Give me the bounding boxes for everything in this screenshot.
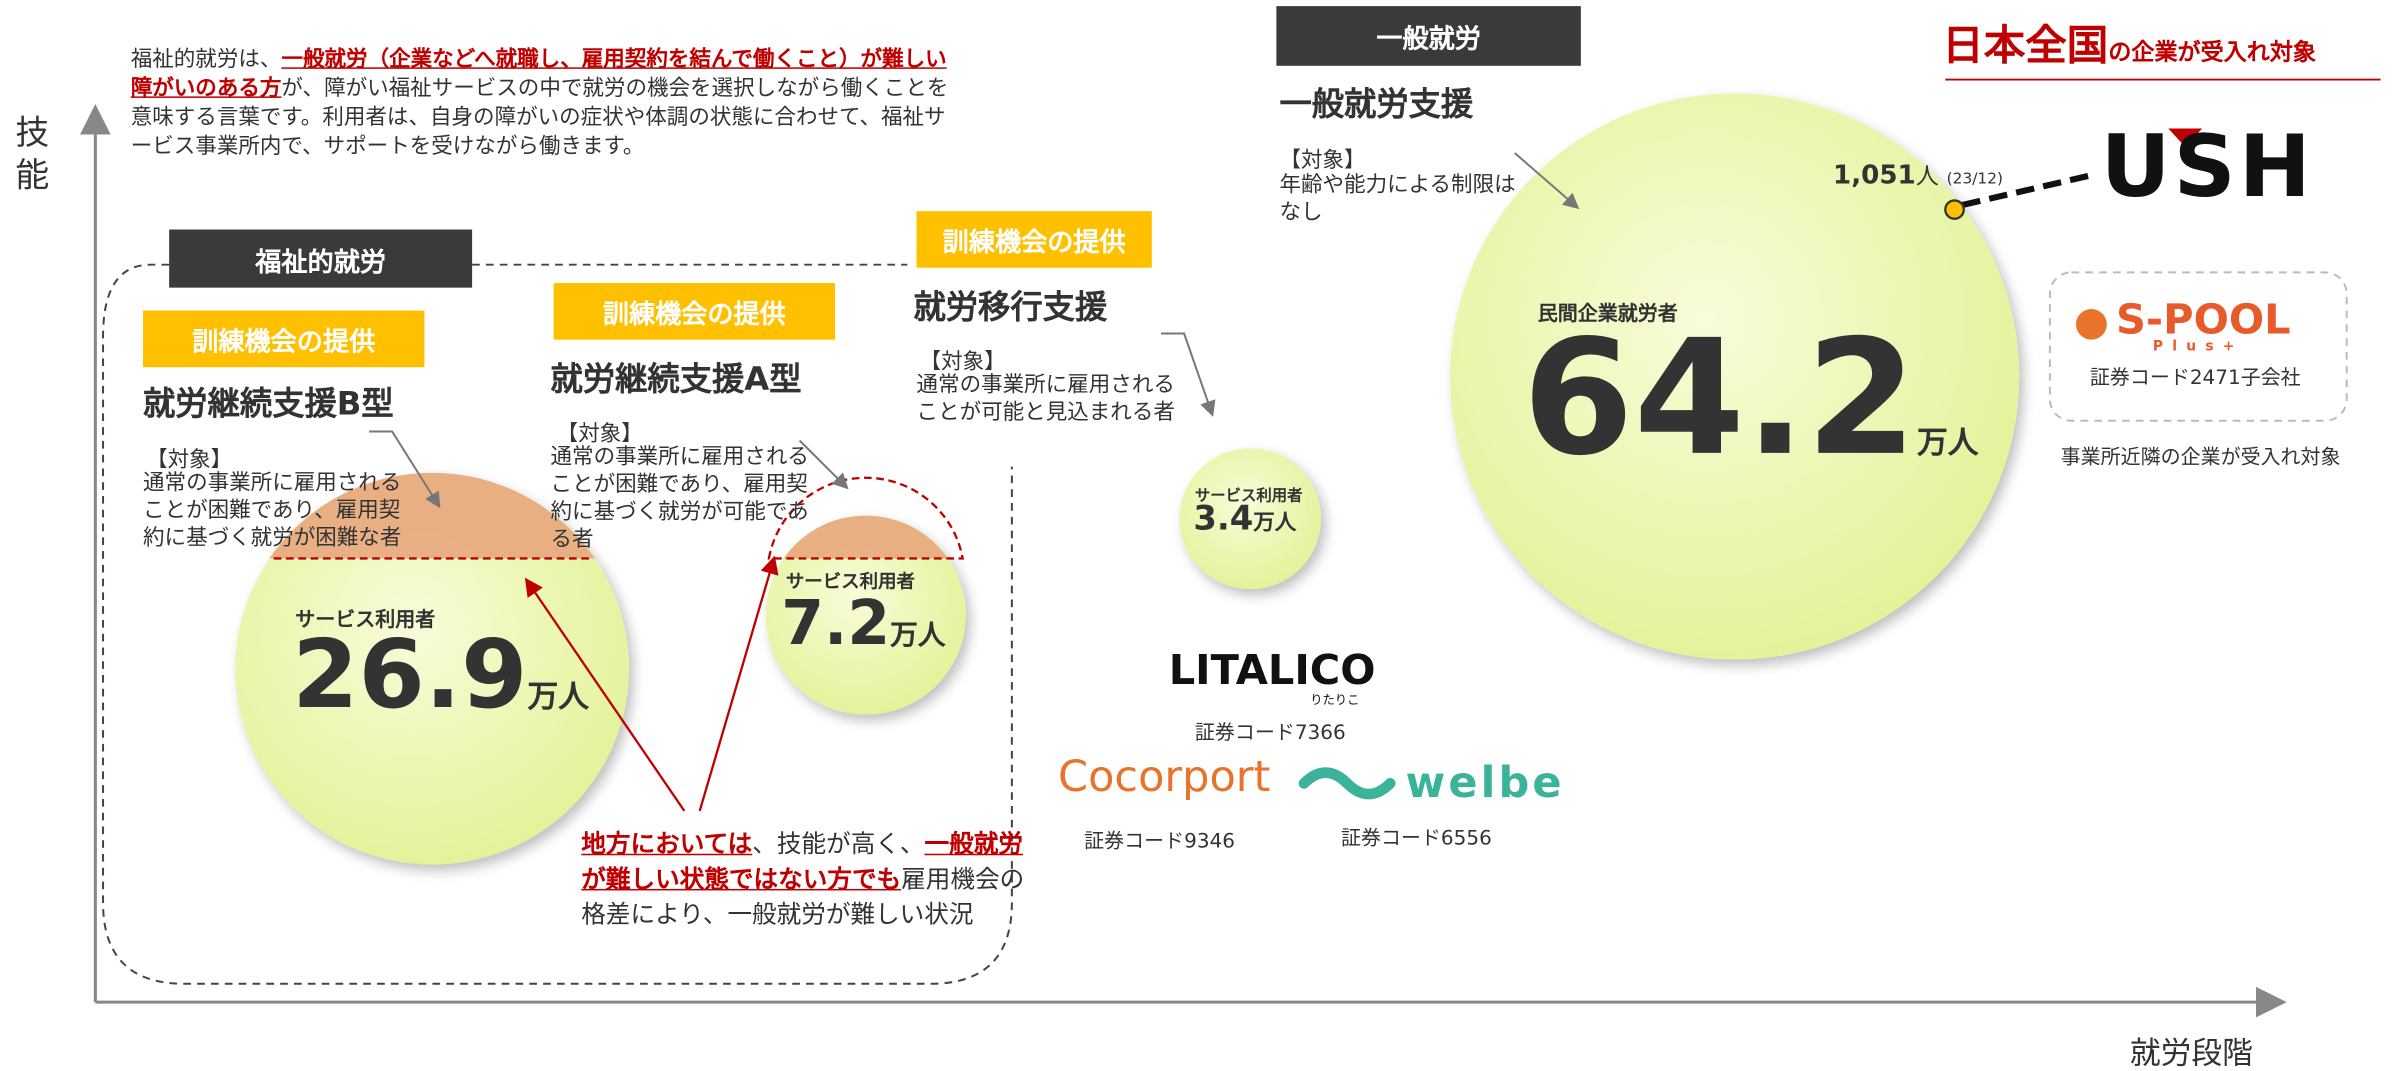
- heading: 日本全国の企業が受入れ対象: [1942, 12, 2316, 72]
- company-code: 証券コード9346: [1084, 830, 1235, 854]
- program-title: 一般就労支援: [1279, 85, 1474, 123]
- welfare-frame: [102, 263, 1013, 985]
- program-title: 就労継続支援A型: [550, 361, 802, 398]
- company-code: 証券コード7366: [1194, 722, 1346, 746]
- bubble-value: 64.2万人: [1522, 318, 1978, 477]
- target-label: 【対象】: [556, 422, 643, 447]
- unit: 万人: [527, 677, 589, 715]
- bubble-t: [1179, 448, 1321, 590]
- company-sub: りたりこ: [1310, 693, 1360, 707]
- intro: 福祉的就労は、一般就労（企業などへ就職し、雇用契約を結んで働くこと）が難しい障が…: [131, 46, 955, 162]
- company-code: 証券コード6556: [1340, 827, 1492, 851]
- note-highlight: 一般就労が難しい状態ではない方でも: [581, 829, 1023, 894]
- target-desc: 通常の事業所に雇用されることが困難であり、雇用契約に基づく就労が困難な者: [143, 471, 402, 551]
- target-desc: 通常の事業所に雇用されることが可能と見込まれる者: [916, 373, 1175, 426]
- value: 3.4: [1193, 500, 1254, 539]
- welbe-icon: [1298, 767, 1396, 800]
- spool-note: 事業所近隣の企業が受入れ対象: [2060, 446, 2341, 470]
- bubble-value: 3.4万人: [1193, 503, 1296, 537]
- arrow: [369, 430, 441, 509]
- badge: 訓練機会の提供: [553, 283, 836, 340]
- intro-text: が、障がい福祉サービスの中で就労の機会を選択しながら働くことを意味する言葉です。…: [130, 76, 949, 160]
- unit: 人: [1915, 162, 1939, 190]
- badge: 訓練機会の提供: [143, 310, 425, 368]
- heading-rest: の企業が受入れ対象: [2108, 38, 2316, 66]
- unit: 万人: [890, 619, 946, 652]
- badge: 一般就労: [1276, 6, 1581, 66]
- connector: [1961, 172, 2090, 209]
- value: 7.2: [781, 589, 891, 660]
- arrow: [798, 439, 849, 490]
- spool-icon: [2076, 309, 2107, 340]
- program-title: 就労移行支援: [913, 289, 1108, 326]
- bubble-label: 民間企業就労者: [1537, 302, 1678, 326]
- arrow: [1161, 332, 1216, 417]
- note-highlight: 地方においては: [581, 829, 753, 859]
- bubble-label: サービス利用者: [295, 608, 436, 632]
- cap-a: [783, 515, 948, 559]
- target-label: 【対象】: [1279, 148, 1366, 173]
- bubble-label: サービス利用者: [785, 570, 916, 593]
- red-arrow: [698, 555, 779, 812]
- target-label: 【対象】: [146, 448, 233, 473]
- bubble-g: [1450, 93, 2020, 660]
- intro-highlight: 一般就労（企業などへ就職し、雇用契約を結んで働くこと）が難しい障がいのある方: [130, 47, 947, 101]
- bubble-label: サービス利用者: [1194, 488, 1303, 505]
- spool-code: 証券コード2471子会社: [2089, 367, 2301, 391]
- target-desc: 年齢や能力による制限はなし: [1279, 172, 1516, 225]
- bubble-a: [765, 515, 966, 715]
- dot: [1944, 199, 1965, 220]
- spool-logo: S-POOL: [2116, 296, 2291, 345]
- cap-b: [269, 472, 595, 559]
- ush-count: 1,051人 (23/12): [1833, 159, 2004, 192]
- intro-text: 福祉的就労は、: [130, 47, 282, 72]
- ush-mark: [2168, 128, 2203, 147]
- value: 26.9: [292, 618, 528, 730]
- company-logo: welbe: [1405, 757, 1565, 808]
- y-axis-label: 技能: [15, 114, 50, 196]
- target-label: 【対象】: [919, 350, 1006, 375]
- red-arrow: [524, 577, 686, 812]
- unit: 万人: [1917, 423, 1979, 461]
- unit: 万人: [1253, 511, 1297, 536]
- program-title: 就労継続支援B型: [143, 385, 394, 423]
- company-logo: LITALICO: [1168, 647, 1376, 695]
- spool-sub: Plus+: [2152, 339, 2244, 355]
- bubble-b: [235, 472, 629, 865]
- welfare-label: 福祉的就労: [169, 229, 473, 288]
- heading-main: 日本全国: [1942, 22, 2109, 71]
- count: 1,051: [1833, 160, 1916, 192]
- note: 地方においては、技能が高く、一般就労が難しい状態ではない方でも雇用機会の格差によ…: [581, 826, 1030, 932]
- spool-frame: [2048, 271, 2348, 422]
- target-desc: 通常の事業所に雇用されることが困難であり、雇用契約に基づく就労が可能である者: [550, 445, 809, 553]
- cap-line: [767, 476, 965, 560]
- company-logo: Cocorport: [1058, 751, 1271, 802]
- bubble-value: 7.2万人: [781, 594, 945, 655]
- x-axis-label: 就労段階: [2129, 1034, 2253, 1071]
- ush-logo: USH: [2100, 117, 2314, 218]
- arrow: [1514, 152, 1580, 210]
- note-text: 雇用機会の格差により、一般就労が難しい状況: [581, 864, 1025, 929]
- badge: 訓練機会の提供: [916, 211, 1152, 268]
- value: 64.2: [1522, 304, 1918, 492]
- note-text: 、技能が高く、: [752, 829, 925, 859]
- bubble-value: 26.9万人: [292, 627, 589, 722]
- date: (23/12): [1946, 171, 2004, 189]
